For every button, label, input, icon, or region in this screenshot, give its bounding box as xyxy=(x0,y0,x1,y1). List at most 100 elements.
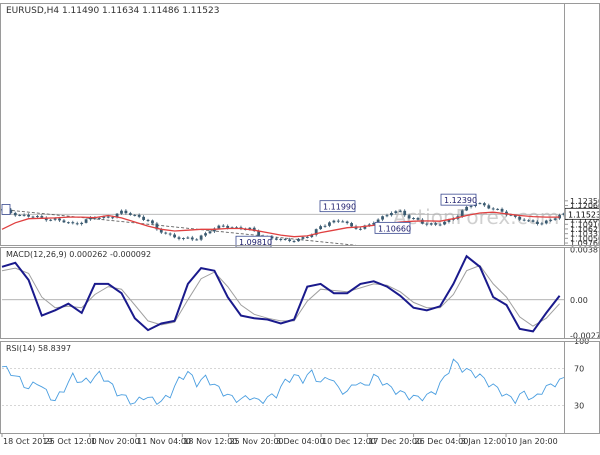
candle-body xyxy=(412,218,415,220)
candle-body xyxy=(390,212,393,216)
candle-body xyxy=(328,222,331,226)
candle-body xyxy=(106,216,110,218)
candle-body xyxy=(40,216,44,218)
candle-body xyxy=(429,223,433,225)
candle-body xyxy=(142,216,146,220)
candle-body xyxy=(22,214,26,216)
macd-panel: MACD(12,26,9) 0.000262 -0.000092 0.003819… xyxy=(1,245,600,341)
price-tick-label: 1.10625 xyxy=(570,225,600,234)
candle-body xyxy=(270,236,274,239)
candle-body xyxy=(301,237,305,239)
candle-body xyxy=(500,208,504,212)
candle-body xyxy=(544,220,548,224)
candle-body xyxy=(128,213,132,215)
candle-body xyxy=(531,220,535,222)
price-annotation-label: 1.09810 xyxy=(239,238,272,247)
candle-body xyxy=(252,227,256,232)
candle-body xyxy=(18,215,22,217)
price-annotation-box xyxy=(440,193,477,206)
candle-body xyxy=(217,225,221,229)
candle-body xyxy=(367,224,371,226)
candle-body xyxy=(407,215,411,219)
candle-body xyxy=(44,217,48,221)
candle-body xyxy=(221,225,225,227)
candle-body xyxy=(190,237,194,240)
candle-body xyxy=(332,220,336,223)
candle-body xyxy=(376,219,380,224)
candle-body xyxy=(505,211,508,215)
candle-body xyxy=(288,239,292,242)
candle-body xyxy=(80,222,84,225)
price-tick-label: 1.11200 xyxy=(570,216,600,225)
macd-line xyxy=(1,254,561,333)
candle-body xyxy=(447,219,451,222)
candle-body xyxy=(553,218,557,220)
price-annotation-label: 1.11990 xyxy=(323,203,356,212)
current-price-label: 1.11523 xyxy=(568,210,600,219)
price-tick-label: 1.12060 xyxy=(570,202,600,211)
macd-panel-title: MACD(12,26,9) 0.000262 -0.000092 xyxy=(6,250,151,259)
candle-body xyxy=(115,213,119,218)
candle-body xyxy=(350,223,353,227)
x-tick-label: 3 Dec 04:00 xyxy=(276,437,325,446)
candle-body xyxy=(274,238,278,240)
candle-body xyxy=(89,217,92,220)
price-annotation-label: 1.10660 xyxy=(378,224,411,233)
candle-body xyxy=(310,234,314,237)
candle-body xyxy=(173,234,176,238)
price-panel: EURUSD,H4 1.11490 1.11634 1.11486 1.1152… xyxy=(0,6,600,248)
candle-body xyxy=(66,222,70,224)
candle-body xyxy=(248,227,252,230)
candle-body xyxy=(385,215,389,217)
candle-body xyxy=(53,218,57,220)
price-tick-label: 1.10050 xyxy=(570,234,600,243)
candle-body xyxy=(359,228,362,230)
candle-body xyxy=(71,222,75,224)
moving-average-line xyxy=(1,211,560,238)
candle-body xyxy=(522,219,526,221)
candle-body xyxy=(460,210,464,217)
price-panel-title: EURUSD,H4 1.11490 1.11634 1.11486 1.1152… xyxy=(6,6,219,16)
candle-body xyxy=(469,206,473,208)
candle-body xyxy=(133,214,137,216)
x-tick-label: 18 Nov 12:00 xyxy=(183,437,237,446)
candle-body xyxy=(75,223,79,225)
price-tick-label: 1.10335 xyxy=(570,230,600,239)
candle-body xyxy=(297,238,300,242)
candle-body xyxy=(58,218,61,221)
candle-body xyxy=(425,223,429,225)
x-tick-label: 1 Nov 20:00 xyxy=(91,437,140,446)
candle-body xyxy=(151,220,154,224)
candle-body xyxy=(527,220,530,222)
x-tick-label: 25 Nov 20:00 xyxy=(230,437,284,446)
candle-body xyxy=(336,220,340,222)
candle-body xyxy=(62,220,66,223)
candle-body xyxy=(199,235,203,240)
candle-body xyxy=(540,223,544,225)
macd-tick-label: 0.00 xyxy=(570,296,588,305)
candle-body xyxy=(509,214,513,216)
candle-body xyxy=(478,203,482,205)
candle-body xyxy=(549,219,553,221)
candle-body xyxy=(416,218,420,220)
macd-signal-line xyxy=(1,264,560,327)
candle-body xyxy=(394,211,398,213)
candle-body xyxy=(182,238,185,240)
price-tick-label: 1.09760 xyxy=(570,239,600,248)
candle-body xyxy=(124,210,128,214)
candle-body xyxy=(186,237,190,239)
x-tick-label: 17 Dec 20:00 xyxy=(368,437,422,446)
candle-body xyxy=(491,208,495,210)
candle-body xyxy=(345,221,349,224)
candle-body xyxy=(323,225,327,227)
candle-body xyxy=(305,236,309,238)
candle-body xyxy=(314,229,318,235)
price-annotation-box-left xyxy=(1,204,11,215)
price-tick-label: 1.10910 xyxy=(570,220,600,229)
x-tick-label: 11 Nov 04:00 xyxy=(137,437,191,446)
price-annotation-box xyxy=(374,221,411,234)
candle-body xyxy=(9,209,13,213)
candle-body xyxy=(513,215,517,217)
